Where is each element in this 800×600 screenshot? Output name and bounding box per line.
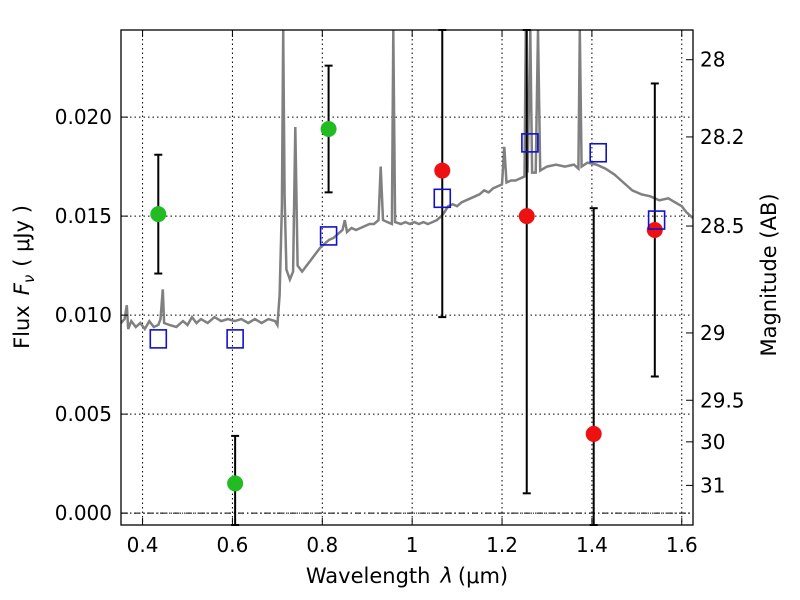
model-point-square (319, 226, 338, 246)
model-point-square (589, 142, 607, 163)
model-point-square (647, 210, 666, 230)
x-tick-label: 1.2 (486, 533, 518, 557)
grid-lines (121, 30, 693, 525)
y2-tick-label: 30 (700, 430, 725, 454)
data-point-circle (320, 121, 337, 137)
x-axis-label: Wavelength λ (μm) (306, 564, 508, 588)
y2-tick-label: 28 (700, 48, 725, 72)
model-spectrum-line (121, 30, 693, 332)
data-point-circle (434, 162, 451, 179)
data-point-circle (585, 425, 602, 442)
y2-tick-label: 28.5 (700, 214, 745, 238)
y2-tick-label: 31 (700, 473, 725, 497)
data-point-circle (518, 208, 535, 225)
y-tick-label: 0.005 (55, 402, 112, 426)
x-tick-label: 1.6 (666, 533, 698, 557)
data-point-circle (150, 206, 167, 223)
y2-tick-label: 28.2 (700, 125, 745, 149)
model-point-square (521, 133, 539, 153)
data-point-circle (646, 221, 663, 238)
y-tick-label: 0.020 (55, 105, 112, 129)
y2-axis-label: Magnitude (AB) (757, 193, 781, 356)
x-tick-label: 0.6 (217, 533, 249, 557)
data-point-circle (227, 475, 244, 492)
plot-frame (120, 29, 694, 526)
model-point-square (433, 188, 452, 209)
x-tick-labels: 0.4 0.6 0.8 1 1.2 1.4 1.6 (127, 533, 698, 557)
axis-ticks (121, 30, 693, 525)
x-tick-label: 1 (406, 533, 419, 557)
y-tick-label: 0.000 (55, 501, 112, 525)
y-tick-label: 0.015 (55, 204, 112, 228)
model-point-square (226, 329, 244, 349)
x-tick-label: 0.8 (306, 533, 338, 557)
x-tick-label: 1.4 (576, 533, 608, 557)
data-markers (149, 121, 666, 492)
y-tick-labels: 0.000 0.005 0.010 0.015 0.020 (55, 105, 112, 525)
y-axis-label: FluxFν( μJy ) (10, 205, 38, 349)
y2-tick-label: 29 (700, 321, 725, 345)
model-point-square (149, 329, 168, 349)
y-tick-label: 0.010 (55, 303, 112, 327)
y2-tick-labels: 28 28.2 28.5 29 29.5 30 31 (700, 48, 745, 498)
plot-area (121, 30, 693, 525)
x-tick-label: 0.4 (127, 533, 159, 557)
y2-tick-label: 29.5 (700, 388, 745, 412)
